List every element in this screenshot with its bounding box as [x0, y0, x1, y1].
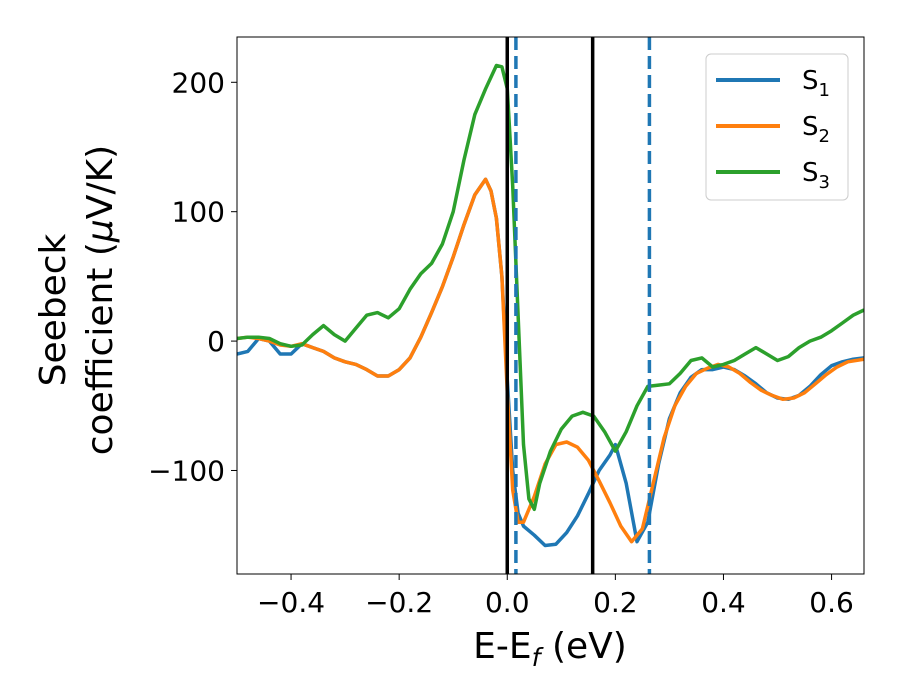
legend-label-s2: S2: [802, 112, 830, 147]
x-tick-label: −0.2: [365, 586, 433, 619]
y-axis-title: Seebeck coefficient (μV/K): [33, 145, 121, 455]
x-tick-label: −0.4: [257, 586, 325, 619]
x-tick-label: 0.6: [809, 586, 854, 619]
x-tick-label: 0.0: [485, 586, 530, 619]
series-line-s3: [237, 63, 864, 512]
x-tick-label: 0.2: [593, 586, 638, 619]
y-axis-title-line2: coefficient (μV/K): [80, 145, 121, 455]
plot-frame: [236, 36, 865, 575]
series-line-s2: [237, 177, 864, 544]
y-axis-title-line1: Seebeck: [33, 233, 74, 386]
y-tick-label: 0: [207, 325, 225, 358]
legend-label-s3: S3: [802, 158, 830, 193]
legend-label-s1: S1: [802, 66, 830, 101]
x-tick-label: 0.4: [701, 586, 746, 619]
series-line-s1: [237, 177, 864, 548]
x-axis-title: E-Ef (eV): [473, 626, 627, 672]
y-tick-label: −100: [148, 454, 225, 487]
y-axis: −100 0 100 200: [148, 66, 237, 487]
x-axis: −0.4 −0.2 0.0 0.2 0.4 0.6: [257, 574, 854, 619]
y-tick-label: 200: [172, 66, 225, 99]
legend: S1 S2 S3: [705, 53, 849, 201]
y-tick-label: 100: [172, 196, 225, 229]
plot-area: [237, 37, 864, 574]
